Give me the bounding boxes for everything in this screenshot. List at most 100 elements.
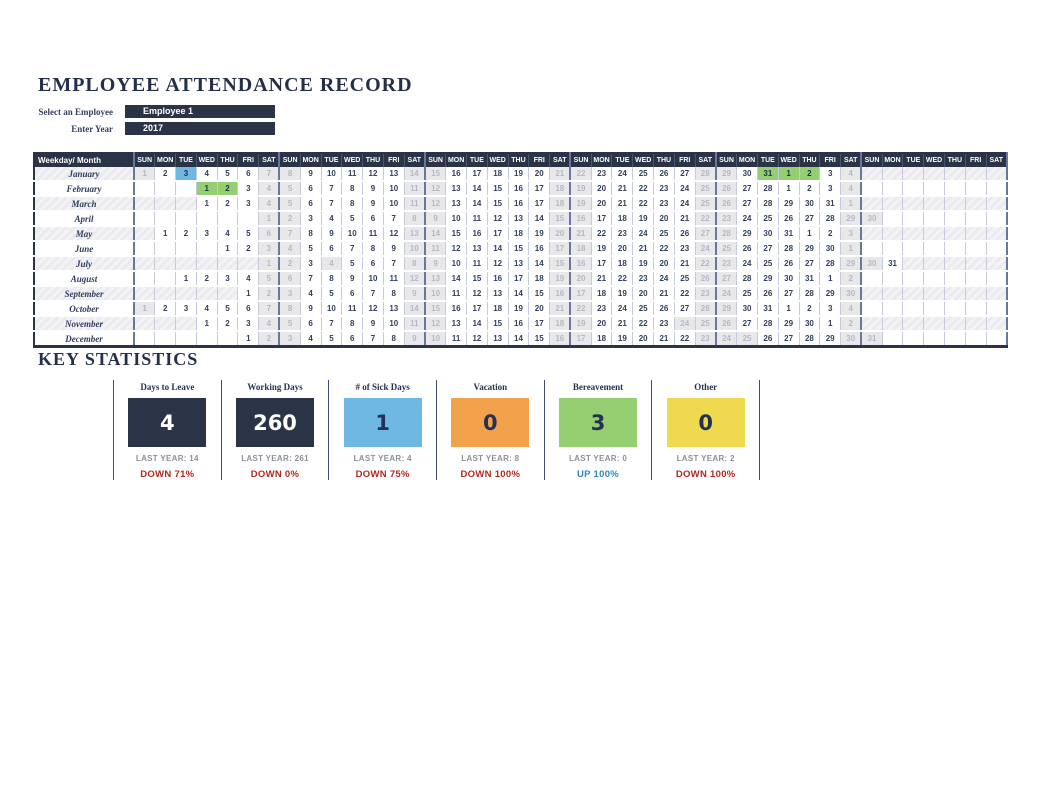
day-cell[interactable]: 21: [611, 316, 634, 332]
day-cell[interactable]: 14: [528, 256, 551, 272]
empty-cell[interactable]: [923, 256, 945, 272]
empty-cell[interactable]: [923, 211, 945, 227]
day-cell[interactable]: 2: [217, 196, 239, 212]
day-cell[interactable]: 14: [466, 196, 488, 212]
day-cell[interactable]: 14: [487, 241, 509, 257]
day-cell[interactable]: 11: [445, 286, 467, 302]
day-cell[interactable]: 1: [237, 331, 260, 348]
year-input[interactable]: 2017: [125, 122, 275, 135]
day-cell[interactable]: 1: [196, 196, 218, 212]
empty-cell[interactable]: [944, 316, 966, 332]
empty-cell[interactable]: [923, 271, 945, 287]
day-cell[interactable]: 12: [404, 271, 426, 287]
day-cell[interactable]: 13: [445, 181, 467, 197]
day-cell[interactable]: 18: [549, 181, 572, 197]
day-cell[interactable]: 3: [175, 167, 197, 182]
day-cell[interactable]: 9: [300, 167, 322, 182]
empty-cell[interactable]: [134, 226, 156, 242]
day-cell[interactable]: 8: [404, 211, 426, 227]
empty-cell[interactable]: [861, 271, 883, 287]
day-cell[interactable]: 6: [321, 241, 343, 257]
day-cell[interactable]: 4: [196, 301, 218, 317]
day-cell[interactable]: 22: [674, 331, 696, 348]
empty-cell[interactable]: [986, 181, 1008, 197]
day-cell[interactable]: 19: [570, 181, 592, 197]
day-cell[interactable]: 21: [611, 196, 634, 212]
empty-cell[interactable]: [196, 241, 218, 257]
day-cell[interactable]: 28: [715, 226, 738, 242]
day-cell[interactable]: 1: [237, 286, 260, 302]
day-cell[interactable]: 19: [508, 167, 530, 182]
day-cell[interactable]: 2: [217, 316, 239, 332]
empty-cell[interactable]: [154, 211, 177, 227]
day-cell[interactable]: 11: [404, 181, 426, 197]
day-cell[interactable]: 2: [258, 331, 281, 348]
day-cell[interactable]: 11: [466, 211, 488, 227]
day-cell[interactable]: 29: [715, 301, 738, 317]
empty-cell[interactable]: [986, 301, 1008, 317]
empty-cell[interactable]: [237, 211, 260, 227]
empty-cell[interactable]: [217, 286, 239, 302]
day-cell[interactable]: 1: [134, 301, 156, 317]
day-cell[interactable]: 10: [321, 167, 343, 182]
day-cell[interactable]: 7: [341, 241, 364, 257]
day-cell[interactable]: 18: [591, 331, 613, 348]
day-cell[interactable]: 21: [611, 181, 634, 197]
day-cell[interactable]: 20: [653, 211, 675, 227]
day-cell[interactable]: 17: [570, 286, 592, 302]
day-cell[interactable]: 24: [632, 226, 655, 242]
empty-cell[interactable]: [902, 181, 925, 197]
day-cell[interactable]: 10: [383, 181, 405, 197]
day-cell[interactable]: 23: [653, 316, 675, 332]
day-cell[interactable]: 8: [341, 196, 364, 212]
empty-cell[interactable]: [134, 241, 156, 257]
day-cell[interactable]: 31: [778, 226, 800, 242]
empty-cell[interactable]: [882, 196, 904, 212]
day-cell[interactable]: 27: [778, 331, 800, 348]
day-cell[interactable]: 11: [362, 226, 384, 242]
day-cell[interactable]: 16: [445, 167, 467, 182]
day-cell[interactable]: 29: [819, 331, 842, 348]
day-cell[interactable]: 5: [321, 286, 343, 302]
day-cell[interactable]: 2: [237, 241, 260, 257]
empty-cell[interactable]: [965, 256, 987, 272]
day-cell[interactable]: 3: [279, 286, 301, 302]
day-cell[interactable]: 28: [819, 256, 842, 272]
day-cell[interactable]: 9: [424, 211, 447, 227]
day-cell[interactable]: 28: [757, 196, 779, 212]
day-cell[interactable]: 6: [237, 301, 260, 317]
empty-cell[interactable]: [902, 226, 925, 242]
empty-cell[interactable]: [882, 226, 904, 242]
day-cell[interactable]: 12: [466, 331, 488, 348]
day-cell[interactable]: 15: [466, 271, 488, 287]
day-cell[interactable]: 12: [424, 181, 447, 197]
day-cell[interactable]: 27: [695, 226, 717, 242]
day-cell[interactable]: 3: [258, 241, 281, 257]
day-cell[interactable]: 23: [591, 167, 613, 182]
day-cell[interactable]: 16: [549, 286, 572, 302]
day-cell[interactable]: 5: [279, 181, 301, 197]
day-cell[interactable]: 15: [549, 211, 572, 227]
day-cell[interactable]: 18: [549, 316, 572, 332]
empty-cell[interactable]: [882, 271, 904, 287]
day-cell[interactable]: 1: [217, 241, 239, 257]
day-cell[interactable]: 31: [757, 167, 779, 182]
day-cell[interactable]: 6: [237, 167, 260, 182]
day-cell[interactable]: 9: [300, 301, 322, 317]
day-cell[interactable]: 22: [632, 316, 655, 332]
day-cell[interactable]: 15: [549, 256, 572, 272]
day-cell[interactable]: 1: [840, 241, 863, 257]
day-cell[interactable]: 18: [487, 167, 509, 182]
day-cell[interactable]: 4: [258, 181, 281, 197]
day-cell[interactable]: 6: [362, 211, 384, 227]
day-cell[interactable]: 15: [528, 331, 551, 348]
empty-cell[interactable]: [923, 196, 945, 212]
day-cell[interactable]: 20: [632, 286, 655, 302]
day-cell[interactable]: 29: [840, 211, 863, 227]
day-cell[interactable]: 10: [341, 226, 364, 242]
day-cell[interactable]: 1: [134, 167, 156, 182]
day-cell[interactable]: 27: [736, 316, 758, 332]
empty-cell[interactable]: [965, 196, 987, 212]
day-cell[interactable]: 9: [362, 181, 384, 197]
day-cell[interactable]: 24: [715, 331, 738, 348]
